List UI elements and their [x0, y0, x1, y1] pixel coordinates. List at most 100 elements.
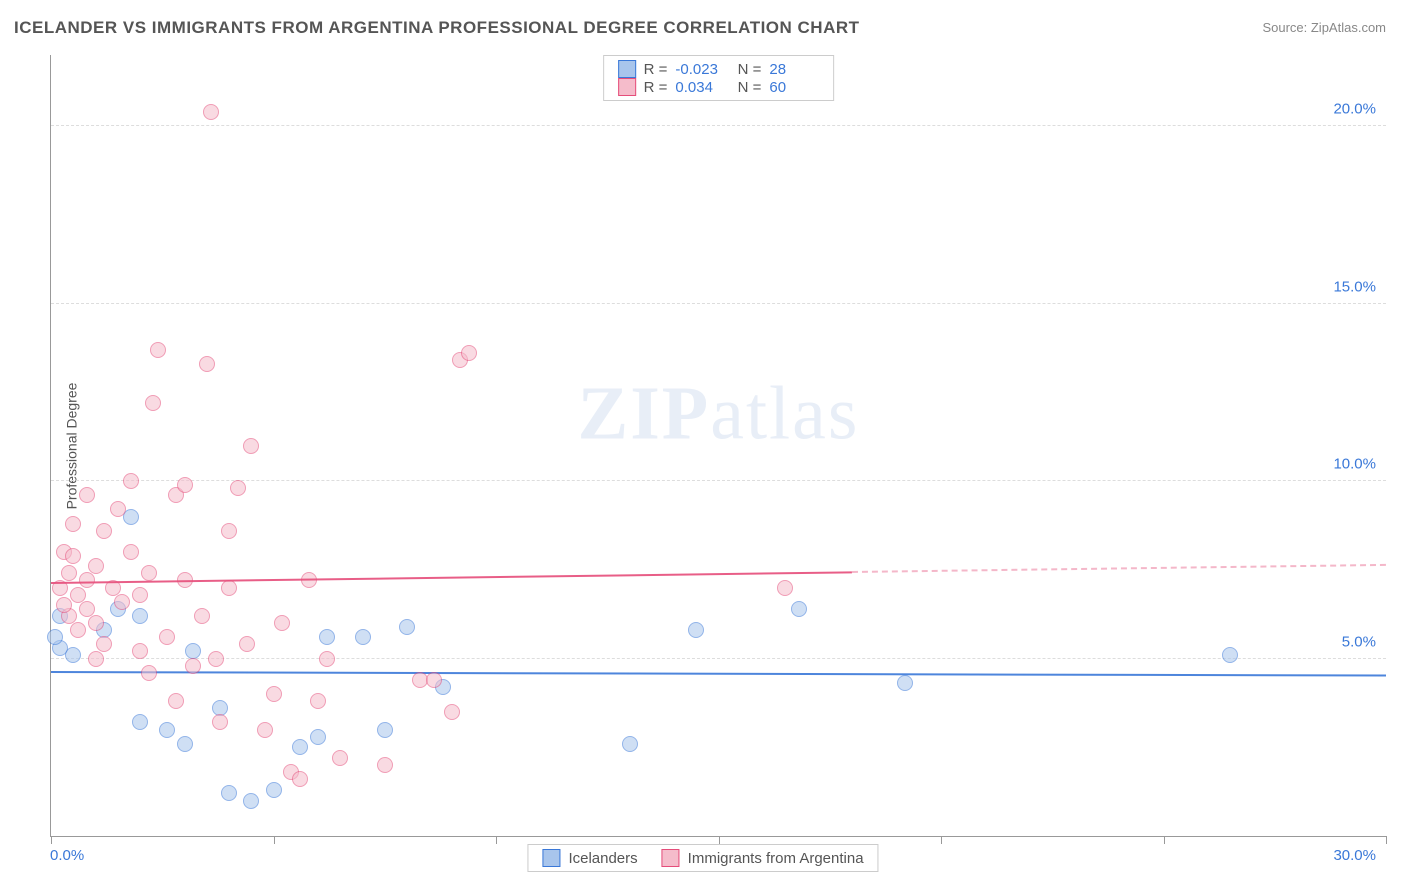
scatter-point	[132, 587, 148, 603]
scatter-point	[212, 714, 228, 730]
y-tick-label: 15.0%	[1333, 278, 1376, 295]
scatter-point	[444, 704, 460, 720]
gridline	[51, 303, 1386, 304]
scatter-point	[266, 782, 282, 798]
legend-label: Immigrants from Argentina	[688, 850, 864, 867]
trend-line	[51, 671, 1386, 677]
scatter-point	[132, 714, 148, 730]
scatter-point	[47, 629, 63, 645]
legend-label: Icelanders	[568, 850, 637, 867]
legend-swatch	[618, 78, 636, 96]
scatter-point	[96, 523, 112, 539]
scatter-point	[185, 658, 201, 674]
scatter-point	[114, 594, 130, 610]
scatter-point	[221, 785, 237, 801]
scatter-point	[1222, 647, 1238, 663]
scatter-point	[145, 395, 161, 411]
scatter-point	[123, 473, 139, 489]
scatter-point	[70, 622, 86, 638]
trend-line	[852, 564, 1386, 573]
correlation-stats-box: R = -0.023 N = 28R = 0.034 N = 60	[603, 55, 835, 101]
scatter-point	[377, 722, 393, 738]
scatter-point	[399, 619, 415, 635]
scatter-point	[319, 651, 335, 667]
watermark: ZIPatlas	[578, 371, 860, 458]
scatter-point	[897, 675, 913, 691]
scatter-point	[65, 548, 81, 564]
x-axis-min-label: 0.0%	[50, 847, 84, 864]
scatter-point	[332, 750, 348, 766]
legend-swatch	[618, 60, 636, 78]
scatter-point	[203, 104, 219, 120]
scatter-point	[141, 565, 157, 581]
x-tick	[719, 836, 720, 844]
scatter-point	[88, 651, 104, 667]
scatter-point	[150, 342, 166, 358]
stats-row: R = -0.023 N = 28	[618, 60, 820, 78]
scatter-point	[159, 629, 175, 645]
y-tick-label: 10.0%	[1333, 456, 1376, 473]
scatter-point	[230, 480, 246, 496]
scatter-point	[377, 757, 393, 773]
scatter-point	[622, 736, 638, 752]
scatter-point	[461, 345, 477, 361]
scatter-point	[159, 722, 175, 738]
scatter-point	[239, 636, 255, 652]
y-tick-label: 20.0%	[1333, 101, 1376, 118]
r-label: R =	[644, 79, 668, 96]
x-axis-max-label: 30.0%	[1333, 847, 1376, 864]
scatter-point	[688, 622, 704, 638]
scatter-point	[257, 722, 273, 738]
scatter-point	[61, 565, 77, 581]
scatter-point	[221, 580, 237, 596]
scatter-point	[132, 643, 148, 659]
scatter-point	[274, 615, 290, 631]
gridline	[51, 480, 1386, 481]
legend-swatch	[542, 849, 560, 867]
scatter-point	[194, 608, 210, 624]
legend-swatch	[662, 849, 680, 867]
scatter-point	[79, 487, 95, 503]
scatter-point	[310, 729, 326, 745]
n-value: 60	[769, 79, 819, 96]
y-tick-label: 5.0%	[1342, 633, 1376, 650]
n-value: 28	[769, 61, 819, 78]
gridline	[51, 125, 1386, 126]
x-tick	[274, 836, 275, 844]
trend-line	[51, 571, 852, 584]
x-tick	[941, 836, 942, 844]
scatter-point	[168, 693, 184, 709]
scatter-point	[56, 597, 72, 613]
scatter-point	[310, 693, 326, 709]
scatter-point	[292, 739, 308, 755]
legend-item: Immigrants from Argentina	[662, 849, 864, 867]
scatter-point	[79, 572, 95, 588]
scatter-point	[88, 615, 104, 631]
x-tick	[496, 836, 497, 844]
stats-row: R =0.034 N =60	[618, 78, 820, 96]
r-label: R =	[644, 61, 668, 78]
x-tick	[51, 836, 52, 844]
scatter-point	[266, 686, 282, 702]
x-tick	[1386, 836, 1387, 844]
scatter-point	[208, 651, 224, 667]
scatter-point	[132, 608, 148, 624]
n-label: N =	[733, 61, 761, 78]
scatter-point	[177, 736, 193, 752]
scatter-point	[177, 477, 193, 493]
scatter-point	[110, 501, 126, 517]
x-tick	[1164, 836, 1165, 844]
scatter-point	[243, 793, 259, 809]
scatter-point	[221, 523, 237, 539]
scatter-point	[355, 629, 371, 645]
scatter-point	[292, 771, 308, 787]
r-value: 0.034	[675, 79, 725, 96]
scatter-point	[791, 601, 807, 617]
chart-title: ICELANDER VS IMMIGRANTS FROM ARGENTINA P…	[14, 18, 860, 38]
gridline	[51, 658, 1386, 659]
scatter-point	[141, 665, 157, 681]
scatter-point	[777, 580, 793, 596]
scatter-point	[65, 516, 81, 532]
scatter-point	[96, 636, 112, 652]
r-value: -0.023	[675, 61, 725, 78]
